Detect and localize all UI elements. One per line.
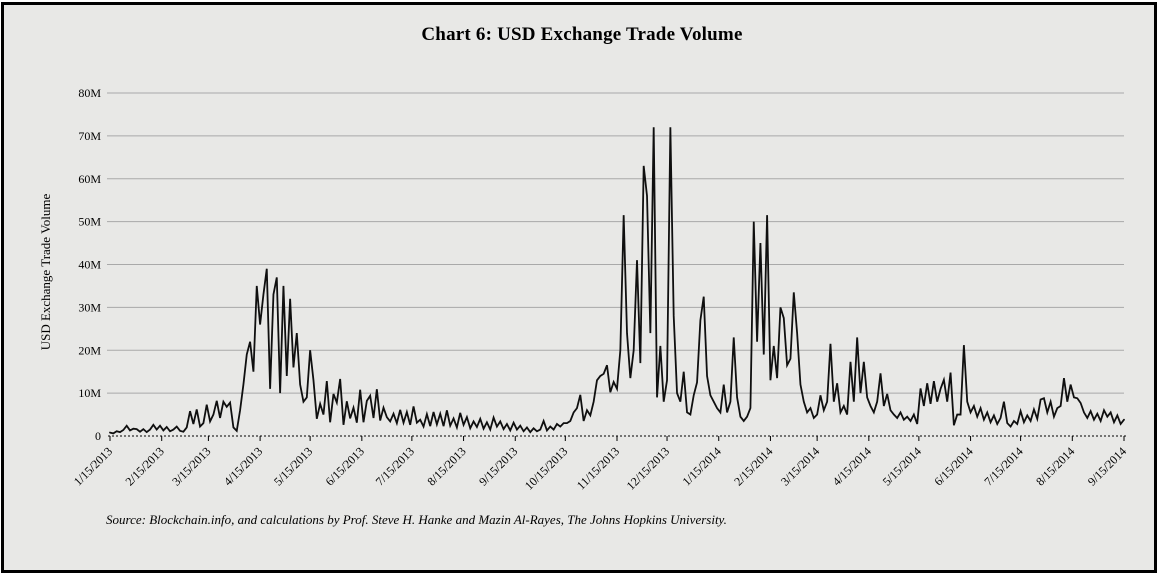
x-tick-label: 8/15/2014 <box>1033 444 1077 488</box>
y-tick-label: 80M <box>78 86 101 100</box>
y-tick-label: 60M <box>78 172 101 186</box>
x-tick-label: 7/15/2014 <box>981 444 1025 488</box>
y-tick-label: 10M <box>78 386 101 400</box>
x-tick-label: 2/15/2013 <box>123 444 167 488</box>
y-tick-label: 0 <box>95 429 101 443</box>
x-tick-label: 11/15/2013 <box>574 444 622 492</box>
x-tick-label: 4/15/2013 <box>221 444 265 488</box>
chart-frame <box>1 2 1157 573</box>
x-tick-label: 5/15/2014 <box>880 444 924 488</box>
x-tick-label: 1/15/2013 <box>71 444 115 488</box>
y-tick-label: 50M <box>78 215 101 229</box>
y-tick-label: 20M <box>78 343 101 357</box>
x-tick-label: 8/15/2013 <box>424 444 468 488</box>
y-tick-label: 70M <box>78 129 101 143</box>
x-tick-label: 3/15/2014 <box>778 444 822 488</box>
x-tick-label: 6/15/2013 <box>323 444 367 488</box>
x-tick-label: 12/15/2013 <box>624 444 673 493</box>
volume-line <box>109 127 1125 435</box>
x-tick-label: 10/15/2013 <box>522 444 571 493</box>
x-tick-label: 7/15/2013 <box>373 444 417 488</box>
x-tick-label: 3/15/2013 <box>169 444 213 488</box>
x-tick-label: 5/15/2013 <box>271 444 315 488</box>
x-tick-label: 1/15/2014 <box>680 444 724 488</box>
x-tick-label: 6/15/2014 <box>931 444 975 488</box>
x-tick-label: 9/15/2014 <box>1085 444 1129 488</box>
x-tick-label: 9/15/2013 <box>476 444 520 488</box>
x-tick-label: 4/15/2014 <box>830 444 874 488</box>
x-tick-label: 2/15/2014 <box>731 444 775 488</box>
y-tick-label: 40M <box>78 258 101 272</box>
source-note: Source: Blockchain.info, and calculation… <box>106 512 727 527</box>
y-tick-label: 30M <box>78 300 101 314</box>
chart-title: Chart 6: USD Exchange Trade Volume <box>421 24 743 45</box>
